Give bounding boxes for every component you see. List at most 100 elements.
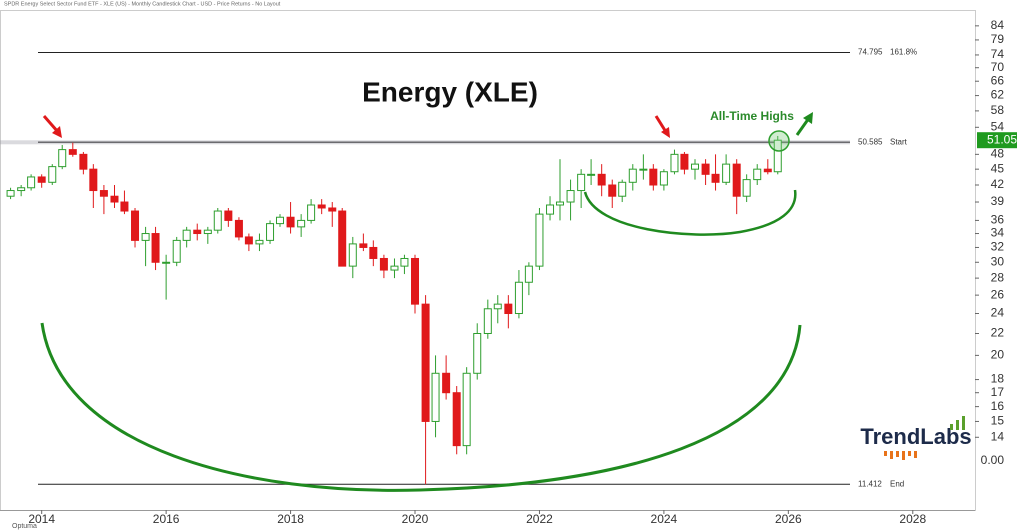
logo-bar (890, 451, 893, 459)
candle-body (659, 171, 668, 186)
candle-body (48, 166, 57, 183)
candle-body (535, 213, 544, 267)
candle-body (79, 153, 88, 170)
candle-body (504, 303, 513, 315)
x-tick-label: 2016 (153, 512, 180, 526)
candle-body (670, 153, 679, 173)
candle-body (317, 204, 326, 209)
decorations (40, 112, 813, 492)
candle-body (244, 236, 253, 245)
candle-body (566, 190, 575, 203)
candle-body (58, 149, 67, 168)
chart-title: Energy (XLE) (362, 76, 538, 107)
candle-body (524, 265, 533, 283)
candle-body (442, 372, 451, 394)
green-arrow-head (803, 112, 813, 124)
highlight-circle (768, 130, 790, 152)
candle-body (701, 163, 710, 175)
last-price-box (977, 132, 1017, 149)
y-tick-label: 24 (991, 306, 1005, 320)
candle-body (162, 261, 171, 264)
y-tick-label: 30 (991, 254, 1005, 268)
red-arrow (42, 115, 60, 133)
level-label: 161.8% (890, 48, 917, 57)
y-tick-label: 58 (991, 103, 1005, 117)
source: Optuma (12, 523, 37, 530)
candle-body (27, 176, 36, 189)
logo-bar (956, 420, 959, 430)
candle-body (462, 372, 471, 447)
y-tick-label: 32 (991, 240, 1005, 254)
logo-bar (896, 451, 899, 457)
candle-body (369, 246, 378, 259)
candle-body (17, 187, 26, 192)
x-tick-label: 2028 (899, 512, 926, 526)
logo-bar (908, 451, 911, 456)
x-tick-label: 2014 (28, 512, 55, 526)
logo-bar (884, 451, 887, 456)
y-tick-label: 66 (991, 73, 1005, 87)
candle-body (514, 281, 523, 315)
last-price-label: 51.05 (987, 132, 1017, 146)
y-tick-label: 70 (991, 60, 1005, 74)
y-tick-label: 16 (991, 399, 1005, 413)
candle-body (473, 332, 482, 374)
candle-body (483, 308, 492, 334)
x-tick-label: 2026 (775, 512, 802, 526)
candle-body (639, 168, 648, 171)
y-tick-label: 17 (991, 385, 1005, 399)
y-tick-label: 26 (991, 287, 1005, 301)
candle-body (597, 173, 606, 186)
candle-body (587, 173, 596, 176)
candle-body (763, 168, 772, 173)
candle-body (546, 204, 555, 215)
candle-body (411, 257, 420, 305)
y-tick-label: 20 (991, 348, 1005, 362)
candle-body (89, 168, 98, 192)
candle-body (110, 195, 119, 203)
y-tick-label: 22 (991, 326, 1005, 340)
arc-small (583, 189, 797, 236)
y-tick-label: 62 (991, 88, 1005, 102)
y-tick-label: 36 (991, 213, 1005, 227)
logo: TrendLabs (860, 416, 972, 460)
logo-text: TrendLabs (860, 424, 971, 449)
candle-body (359, 243, 368, 248)
level-value: 74.795 (858, 48, 883, 57)
x-tick-label: 2022 (526, 512, 553, 526)
candle-body (691, 163, 700, 170)
y-tick-label: 45 (991, 161, 1005, 175)
candle-body (577, 173, 586, 192)
candle-body (555, 201, 564, 206)
candle-body (338, 210, 347, 267)
candle-body (275, 216, 284, 225)
red-arrow-head (661, 127, 670, 138)
candle-body (172, 239, 181, 263)
candle-body (618, 181, 627, 197)
candle-body (753, 168, 762, 181)
red-arrow-head (52, 126, 62, 138)
candle-body (379, 257, 388, 271)
candle-body (193, 229, 202, 235)
candle-body (742, 179, 751, 197)
candle-body (182, 229, 191, 241)
candle-body (213, 210, 222, 231)
chart-subtitle: SPDR Energy Select Sector Fund ETF - XLE… (4, 1, 281, 7)
x-tick-label: 2018 (277, 512, 304, 526)
level-label: Start (890, 137, 908, 146)
y-tick-label: 74 (991, 47, 1005, 61)
red-arrow (654, 115, 668, 133)
candle-body (431, 372, 440, 422)
level-label: End (890, 479, 904, 488)
candle-body (608, 184, 617, 197)
candle-body (203, 229, 212, 235)
x-tick-label: 2020 (402, 512, 429, 526)
logo-bar (902, 451, 905, 460)
y-tick-label: 28 (991, 270, 1005, 284)
level-value: 11.412 (858, 479, 882, 488)
candle-body (286, 216, 295, 228)
logo-bar (950, 424, 953, 430)
